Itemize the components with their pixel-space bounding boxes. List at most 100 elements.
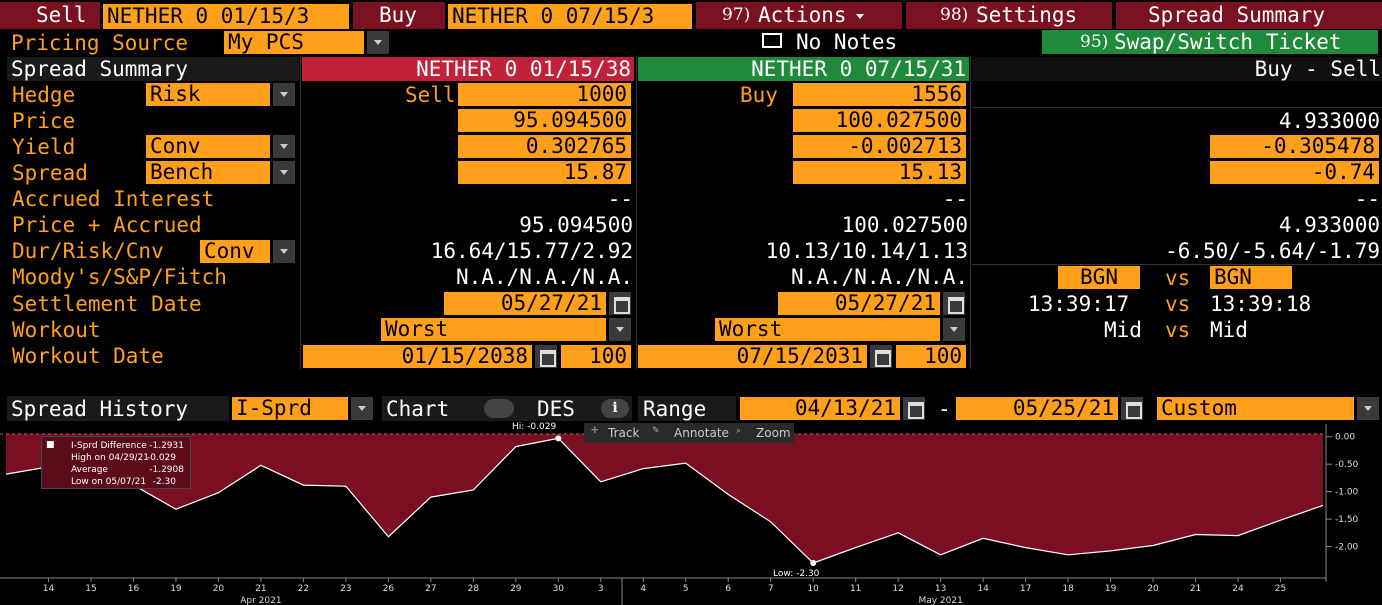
des-label: DES bbox=[537, 397, 575, 421]
leg1-dur: 16.64/15.77/2.92 bbox=[430, 239, 633, 263]
yield-field[interactable]: Conv bbox=[146, 135, 270, 158]
spread-dropdown[interactable] bbox=[273, 161, 295, 184]
note-icon bbox=[762, 33, 782, 48]
grid-divider bbox=[972, 107, 1382, 108]
leg2-accrued: -- bbox=[942, 187, 968, 211]
leg2-spread-field[interactable]: 15.13 bbox=[793, 161, 966, 184]
spread-summary-button[interactable]: Spread Summary bbox=[1116, 2, 1382, 29]
calendar-icon[interactable] bbox=[609, 292, 631, 315]
leg1-header: NETHER 0 01/15/38 bbox=[302, 57, 634, 81]
info-icon[interactable]: i bbox=[601, 399, 629, 418]
leg2-price-field[interactable]: 100.027500 bbox=[793, 109, 966, 132]
leg1-workout-date-field[interactable]: 01/15/2038 bbox=[303, 345, 532, 368]
legend-value-3: -1.2908 bbox=[149, 465, 184, 475]
month-label: May 2021 bbox=[918, 596, 962, 605]
x-tick-label: 21 bbox=[255, 584, 266, 594]
calendar-icon[interactable] bbox=[535, 345, 557, 368]
hedge-dropdown[interactable] bbox=[273, 83, 295, 106]
x-tick-label: 21 bbox=[1190, 584, 1201, 594]
annotate-button[interactable]: Annotate bbox=[674, 426, 729, 440]
x-tick-label: 17 bbox=[1020, 584, 1031, 594]
x-tick-label: 25 bbox=[1275, 584, 1286, 594]
leg1-price-field[interactable]: 95.094500 bbox=[458, 109, 631, 132]
leg1-yield-field[interactable]: 0.302765 bbox=[458, 135, 631, 158]
settings-button[interactable]: 98) Settings bbox=[906, 2, 1112, 29]
legend-square-icon: ■ bbox=[46, 440, 55, 450]
spread-field[interactable]: Bench bbox=[146, 161, 270, 184]
grid-divider bbox=[300, 57, 301, 369]
calendar-icon[interactable] bbox=[903, 397, 925, 420]
history-type-dropdown[interactable] bbox=[351, 397, 373, 420]
accrued-label: Accrued Interest bbox=[12, 187, 215, 211]
leg1-qty-field[interactable]: 1000 bbox=[458, 83, 631, 106]
vs-label: vs bbox=[1165, 266, 1191, 290]
range-from-field[interactable]: 04/13/21 bbox=[740, 397, 900, 420]
range-dash: - bbox=[938, 397, 951, 421]
diff-price-accrued: 4.933000 bbox=[1278, 213, 1380, 237]
chart-line-icon bbox=[484, 399, 514, 418]
dur-field[interactable]: Conv bbox=[200, 240, 270, 263]
leg1-price-accrued: 95.094500 bbox=[519, 213, 633, 237]
pricing-source-dropdown[interactable] bbox=[367, 31, 389, 54]
leg2-workout-dropdown[interactable] bbox=[943, 318, 965, 341]
range-to-field[interactable]: 05/25/21 bbox=[956, 397, 1118, 420]
grid-divider bbox=[636, 57, 637, 369]
x-tick-label: 30 bbox=[553, 584, 565, 594]
pricing-source-field[interactable]: My PCS bbox=[224, 31, 364, 54]
track-button[interactable]: Track bbox=[608, 426, 640, 440]
settings-label: Settings bbox=[976, 3, 1078, 27]
yield-dropdown[interactable] bbox=[273, 135, 295, 158]
dur-dropdown[interactable] bbox=[273, 240, 295, 263]
leg1-workout-dropdown[interactable] bbox=[609, 318, 631, 341]
legend-value-1: -1.2931 bbox=[149, 441, 184, 451]
leg2-price-accrued: 100.027500 bbox=[841, 213, 968, 237]
legend-value-4: -2.30 bbox=[152, 477, 176, 487]
leg1-side: Sell bbox=[405, 83, 456, 107]
zoom-icon: ⌕ bbox=[736, 426, 742, 436]
buy-security-field[interactable]: NETHER 0 07/15/3 bbox=[448, 4, 692, 29]
x-tick-label: 22 bbox=[298, 584, 309, 594]
chart-button[interactable]: Chart DES i bbox=[382, 396, 632, 421]
swap-num: 95) bbox=[1080, 32, 1109, 52]
period-field[interactable]: Custom bbox=[1157, 397, 1354, 420]
leg2-settle-field[interactable]: 05/27/21 bbox=[778, 292, 940, 315]
price-label: Price bbox=[12, 109, 76, 133]
leg2-workout-price-field[interactable]: 100 bbox=[896, 345, 966, 368]
calendar-icon[interactable] bbox=[870, 345, 892, 368]
calendar-icon[interactable] bbox=[1121, 397, 1143, 420]
workout-label: Workout bbox=[12, 318, 101, 342]
x-tick-label: 26 bbox=[383, 584, 395, 594]
leg1-workout-field[interactable]: Worst bbox=[381, 318, 606, 341]
legend-label-1: I-Sprd Difference bbox=[71, 441, 147, 451]
hedge-field[interactable]: Risk bbox=[146, 83, 270, 106]
x-tick-label: 16 bbox=[128, 584, 140, 594]
calendar-icon[interactable] bbox=[943, 292, 965, 315]
buy-tab[interactable]: Buy bbox=[353, 2, 445, 29]
spread-history-chart[interactable]: 0.00 -0.50 -1.00 -1.50 -2.00 14 15 16 19 20 21 22 23… bbox=[0, 424, 1382, 605]
leg2-workout-field[interactable]: Worst bbox=[715, 318, 940, 341]
zoom-button[interactable]: Zoom bbox=[756, 426, 791, 440]
src1-field[interactable]: BGN bbox=[1058, 266, 1140, 289]
diff-spread: -0.74 bbox=[1210, 161, 1379, 184]
x-tick-label: 7 bbox=[768, 584, 774, 594]
period-dropdown[interactable] bbox=[1357, 397, 1379, 420]
leg1-settle-field[interactable]: 05/27/21 bbox=[444, 292, 606, 315]
x-tick-label: 3 bbox=[598, 584, 604, 594]
leg1-workout-price-field[interactable]: 100 bbox=[561, 345, 631, 368]
diff-yield: -0.305478 bbox=[1210, 135, 1379, 158]
leg2-qty-field[interactable]: 1556 bbox=[793, 83, 966, 106]
leg2-workout-date-field[interactable]: 07/15/2031 bbox=[638, 345, 867, 368]
sell-tab[interactable]: Sell bbox=[0, 2, 100, 29]
chart-legend: ■ I-Sprd Difference -1.2931 High on 04/2… bbox=[41, 436, 191, 489]
sell-security-field[interactable]: NETHER 0 01/15/3 bbox=[103, 4, 349, 29]
x-tick-label: 5 bbox=[683, 584, 689, 594]
src2-field[interactable]: BGN bbox=[1210, 266, 1292, 289]
leg1-spread-field[interactable]: 15.87 bbox=[458, 161, 631, 184]
swap-switch-ticket-button[interactable]: 95) Swap/Switch Ticket bbox=[1042, 30, 1378, 54]
actions-button[interactable]: 97) Actions bbox=[696, 2, 902, 29]
y-tick-label: -1.50 bbox=[1335, 515, 1359, 525]
legend-value-2: -0.029 bbox=[146, 453, 176, 463]
leg2-yield-field[interactable]: -0.002713 bbox=[793, 135, 966, 158]
chevron-down-icon bbox=[856, 14, 864, 19]
history-type-field[interactable]: I-Sprd bbox=[232, 397, 348, 420]
